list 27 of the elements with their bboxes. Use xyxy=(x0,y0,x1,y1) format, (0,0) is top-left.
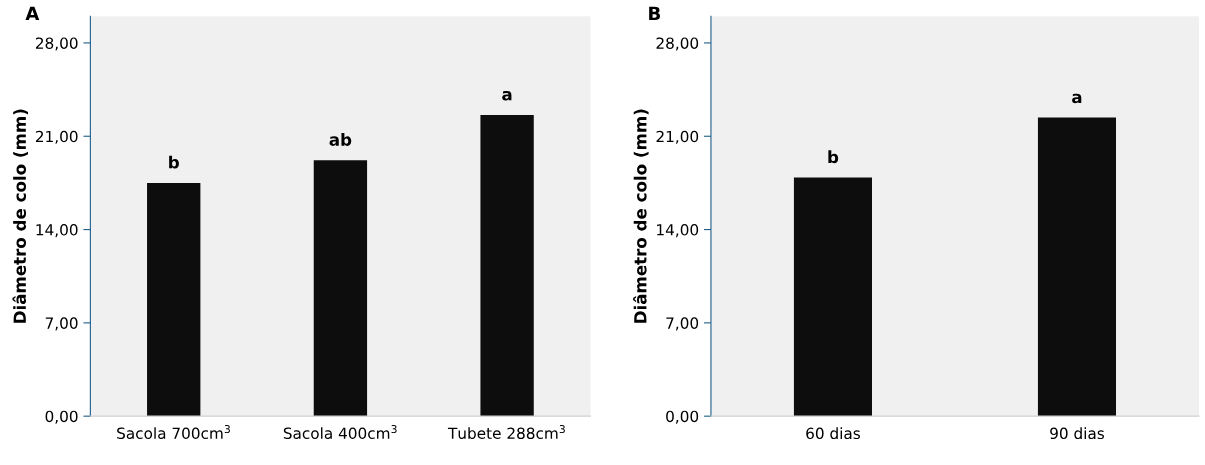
bar xyxy=(480,114,534,417)
y-tick-label: 14,00 xyxy=(657,224,699,238)
y-tick-label: 14,00 xyxy=(36,224,78,238)
chart-title: A xyxy=(25,6,40,20)
y-axis-title: Diâmetro de colo (mm) xyxy=(12,109,29,323)
x-tick-label: Tubete 288cm$^{3}$ xyxy=(447,424,565,439)
y-tick-label: 0,00 xyxy=(45,410,78,424)
x-tick-label: 90 dias xyxy=(1050,427,1104,440)
x-tick-label: Sacola 700cm$^{3}$ xyxy=(117,424,230,439)
annotation: b xyxy=(828,150,839,164)
y-axis-title: Diâmetro de colo (mm) xyxy=(633,109,649,323)
bar xyxy=(147,182,201,417)
y-tick-label: 28,00 xyxy=(656,37,699,51)
x-tick-label: Sacola 400cm$^{3}$ xyxy=(283,424,397,439)
bar xyxy=(313,160,368,417)
annotation: a xyxy=(502,91,512,101)
y-tick-label: 7,00 xyxy=(666,317,699,331)
annotation: ab xyxy=(329,133,352,146)
annotation: b xyxy=(169,155,179,169)
y-tick-label: 21,00 xyxy=(35,130,78,144)
chart-title: B xyxy=(649,6,660,20)
y-tick-label: 21,00 xyxy=(656,130,699,144)
y-tick-label: 7,00 xyxy=(45,317,78,331)
x-tick-label: 60 dias xyxy=(806,427,860,440)
y-tick-label: 28,00 xyxy=(35,37,78,51)
annotation: a xyxy=(1072,93,1082,104)
y-tick-label: 0,00 xyxy=(666,410,699,424)
